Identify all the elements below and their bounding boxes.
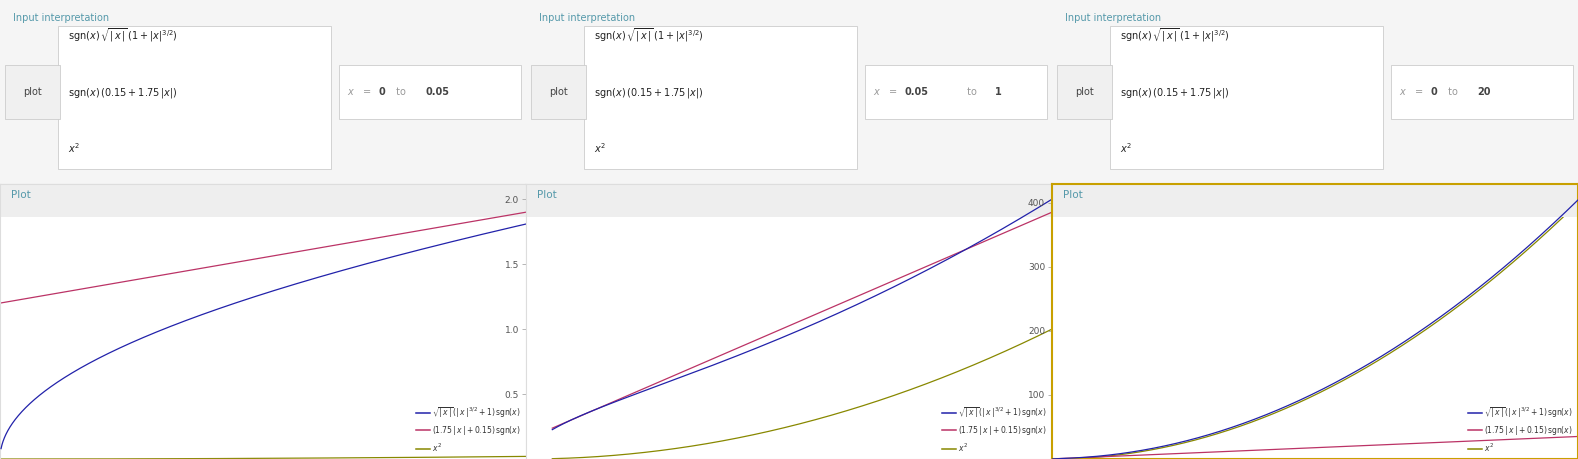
Text: $x$: $x$ [1400, 87, 1408, 97]
FancyBboxPatch shape [525, 184, 1053, 217]
Legend: $\sqrt{|\,x\,|}\,(|\,x\,|^{3/2}+1)\,\mathrm{sgn}(x)$, $(1.75\,|\,x\,|+0.15)\,\ma: $\sqrt{|\,x\,|}\,(|\,x\,|^{3/2}+1)\,\mat… [413, 402, 524, 457]
FancyBboxPatch shape [1109, 26, 1384, 169]
Text: Plot: Plot [537, 190, 557, 201]
FancyBboxPatch shape [532, 65, 587, 119]
Text: $x^2$: $x^2$ [68, 141, 80, 155]
Text: =: = [1415, 87, 1427, 97]
Text: Plot: Plot [1062, 190, 1083, 201]
FancyBboxPatch shape [584, 26, 857, 169]
FancyBboxPatch shape [339, 65, 521, 119]
FancyBboxPatch shape [1392, 65, 1573, 119]
Text: $\mathrm{sgn}(x)\,(0.15+1.75\,|x|)$: $\mathrm{sgn}(x)\,(0.15+1.75\,|x|)$ [595, 86, 704, 100]
Text: plot: plot [24, 87, 43, 97]
Text: $\mathrm{sgn}(x)\,\sqrt{|\,x\,|}\,(1+|x|^{3/2})$: $\mathrm{sgn}(x)\,\sqrt{|\,x\,|}\,(1+|x|… [595, 26, 704, 44]
Text: $\mathrm{sgn}(x)\,\sqrt{|\,x\,|}\,(1+|x|^{3/2})$: $\mathrm{sgn}(x)\,\sqrt{|\,x\,|}\,(1+|x|… [1120, 26, 1231, 44]
Text: 0: 0 [379, 87, 385, 97]
Text: to: to [964, 87, 980, 97]
FancyBboxPatch shape [0, 184, 525, 217]
Text: 0: 0 [1431, 87, 1438, 97]
Text: $\mathrm{sgn}(x)\,(0.15+1.75\,|x|)$: $\mathrm{sgn}(x)\,(0.15+1.75\,|x|)$ [68, 86, 178, 100]
Text: $x^2$: $x^2$ [595, 141, 606, 155]
Text: $\mathrm{sgn}(x)\,\sqrt{|\,x\,|}\,(1+|x|^{3/2})$: $\mathrm{sgn}(x)\,\sqrt{|\,x\,|}\,(1+|x|… [68, 26, 178, 44]
Text: to: to [393, 87, 409, 97]
FancyBboxPatch shape [58, 26, 331, 169]
Text: $x$: $x$ [873, 87, 881, 97]
Text: 20: 20 [1477, 87, 1491, 97]
Text: 0.05: 0.05 [424, 87, 450, 97]
Text: Input interpretation: Input interpretation [1065, 13, 1161, 23]
Text: plot: plot [1076, 87, 1094, 97]
FancyBboxPatch shape [865, 65, 1046, 119]
Text: to: to [1445, 87, 1461, 97]
Text: 1: 1 [996, 87, 1002, 97]
FancyBboxPatch shape [1053, 184, 1578, 217]
Text: =: = [888, 87, 899, 97]
Text: Plot: Plot [11, 190, 30, 201]
Text: $x$: $x$ [347, 87, 355, 97]
Text: $\mathrm{sgn}(x)\,(0.15+1.75\,|x|)$: $\mathrm{sgn}(x)\,(0.15+1.75\,|x|)$ [1120, 86, 1231, 100]
Text: 0.05: 0.05 [904, 87, 929, 97]
Legend: $\sqrt{|\,x\,|}\,(|\,x\,|^{3/2}+1)\,\mathrm{sgn}(x)$, $(1.75\,|\,x\,|+0.15)\,\ma: $\sqrt{|\,x\,|}\,(|\,x\,|^{3/2}+1)\,\mat… [939, 402, 1049, 457]
Text: $x^2$: $x^2$ [1120, 141, 1133, 155]
Text: plot: plot [549, 87, 568, 97]
Text: Input interpretation: Input interpretation [13, 13, 109, 23]
FancyBboxPatch shape [1057, 65, 1112, 119]
Text: =: = [363, 87, 374, 97]
FancyBboxPatch shape [5, 65, 60, 119]
Legend: $\sqrt{|\,x\,|}\,(|\,x\,|^{3/2}+1)\,\mathrm{sgn}(x)$, $(1.75\,|\,x\,|+0.15)\,\ma: $\sqrt{|\,x\,|}\,(|\,x\,|^{3/2}+1)\,\mat… [1464, 402, 1576, 457]
Text: Input interpretation: Input interpretation [540, 13, 636, 23]
